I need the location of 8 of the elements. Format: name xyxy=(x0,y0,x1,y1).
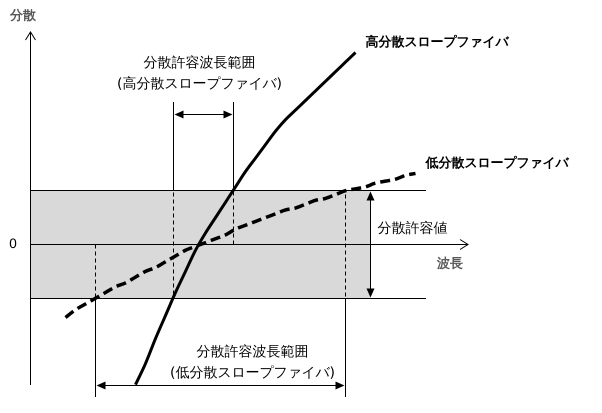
annotation: 分散許容波長範囲 (高分散スロープファイバ) xyxy=(117,55,282,92)
annotation: 分散許容波長範囲 (低分散スロープファイバ) xyxy=(170,344,335,381)
y-axis-title: 分散 xyxy=(9,8,37,24)
series-label: 高分散スロープファイバ xyxy=(366,34,510,50)
text: 0 xyxy=(8,237,18,252)
band-label: 分散許容値 xyxy=(378,220,448,236)
x-axis-title: 波長 xyxy=(436,256,463,272)
series-label: 低分散スロープファイバ xyxy=(424,154,570,171)
